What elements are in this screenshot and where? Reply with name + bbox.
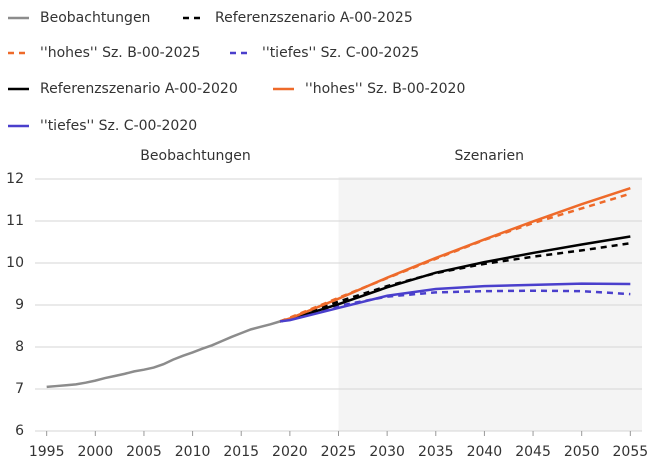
x-tick-label: 2010 xyxy=(175,444,211,460)
x-tick-label: 2055 xyxy=(613,444,649,460)
series-line xyxy=(279,187,631,323)
x-tick-label: 1995 xyxy=(29,444,65,460)
legend-label: Referenzszenario A-00-2025 xyxy=(215,10,413,26)
y-tick-label: 11 xyxy=(6,213,24,229)
y-tick-label: 7 xyxy=(15,381,24,397)
legend-label: Referenzszenario A-00-2020 xyxy=(40,81,238,97)
x-tick-label: 2025 xyxy=(321,444,357,460)
x-tick-label: 2040 xyxy=(467,444,503,460)
legend-label: ''tiefes'' Sz. C-00-2025 xyxy=(262,45,419,61)
legend-label: ''tiefes'' Sz. C-00-2020 xyxy=(40,118,197,134)
annotation: Beobachtungen xyxy=(140,148,250,164)
series-line xyxy=(46,320,281,389)
series-line xyxy=(279,235,631,323)
x-tick-label: 2000 xyxy=(77,444,113,460)
x-tick-label: 2035 xyxy=(418,444,454,460)
y-tick-label: 6 xyxy=(15,423,24,439)
legend-label: ''hohes'' Sz. B-00-2025 xyxy=(40,45,200,61)
legend-label: Beobachtungen xyxy=(40,10,150,26)
scenario-area xyxy=(338,177,642,431)
y-tick-label: 12 xyxy=(6,171,24,187)
annotation: Szenarien xyxy=(455,148,524,164)
x-tick-label: 2030 xyxy=(369,444,405,460)
x-tick-label: 2020 xyxy=(272,444,308,460)
y-tick-label: 10 xyxy=(6,255,24,271)
x-tick-label: 2050 xyxy=(564,444,600,460)
x-tick-label: 2015 xyxy=(223,444,259,460)
series-line xyxy=(279,282,631,323)
legend-label: ''hohes'' Sz. B-00-2020 xyxy=(305,81,465,97)
y-tick-label: 8 xyxy=(15,339,24,355)
x-tick-label: 2045 xyxy=(515,444,551,460)
x-tick-label: 2005 xyxy=(126,444,162,460)
y-tick-label: 9 xyxy=(15,297,24,313)
